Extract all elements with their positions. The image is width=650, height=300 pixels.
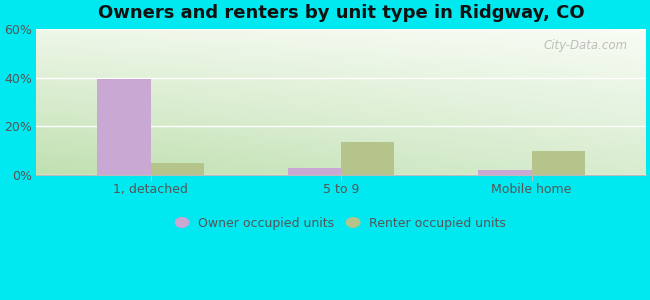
- Legend: Owner occupied units, Renter occupied units: Owner occupied units, Renter occupied un…: [176, 217, 506, 230]
- Bar: [341, 142, 395, 175]
- Bar: [532, 151, 585, 175]
- Bar: [478, 170, 532, 175]
- Bar: [97, 79, 151, 175]
- Bar: [151, 163, 204, 175]
- Text: City-Data.com: City-Data.com: [543, 40, 627, 52]
- Bar: [288, 168, 341, 175]
- Title: Owners and renters by unit type in Ridgway, CO: Owners and renters by unit type in Ridgw…: [98, 4, 584, 22]
